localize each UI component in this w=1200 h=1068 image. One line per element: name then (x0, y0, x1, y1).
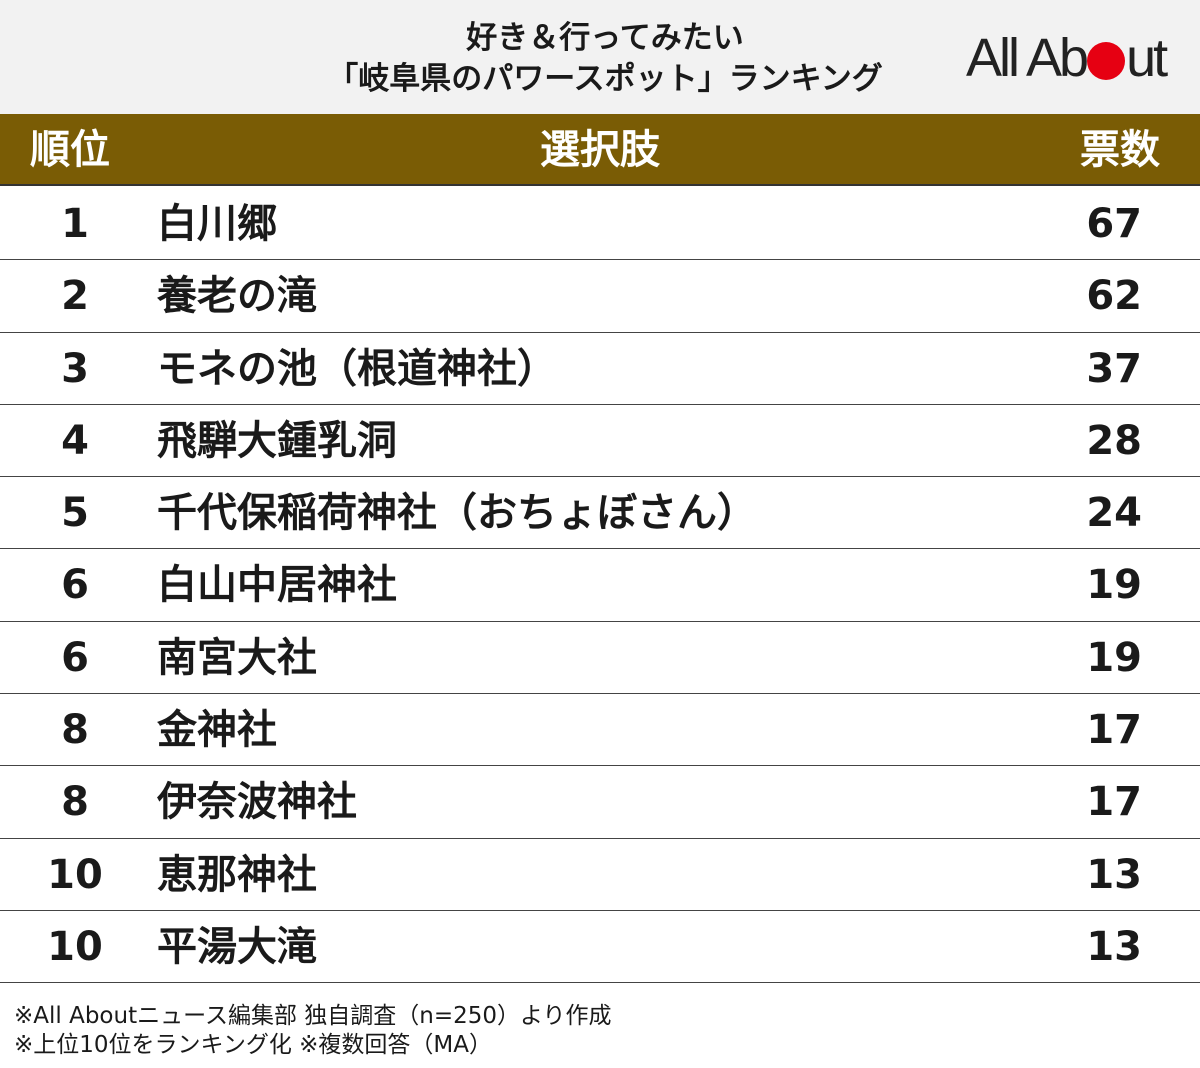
rank-cell: 8 (61, 707, 89, 754)
logo-text-end: ut (1126, 28, 1168, 88)
votes-cell: 62 (1086, 273, 1142, 320)
rank-cell: 6 (61, 562, 89, 609)
rank-cell: 1 (61, 201, 89, 247)
votes-cell: 19 (1086, 562, 1142, 609)
table-row: 6 南宮大社 19 (0, 622, 1200, 695)
table-header: 順位 選択肢 票数 (0, 114, 1200, 186)
votes-cell: 67 (1086, 201, 1142, 247)
rank-cell: 8 (61, 779, 89, 826)
name-cell: 平湯大滝 (157, 923, 317, 970)
votes-cell: 19 (1086, 634, 1142, 681)
rank-cell: 2 (61, 273, 89, 320)
name-cell: 南宮大社 (157, 634, 317, 681)
table-row: 8 伊奈波神社 17 (0, 766, 1200, 839)
table-row: 10 恵那神社 13 (0, 839, 1200, 911)
header-area: 好き＆行ってみたい 「岐阜県のパワースポット」ランキング All Ab ut (0, 0, 1200, 114)
votes-cell: 13 (1086, 851, 1142, 898)
allabout-logo: All Ab ut (966, 28, 1168, 88)
rank-cell: 5 (61, 490, 89, 537)
footnotes: ※All Aboutニュース編集部 独自調査（n=250）より作成 ※上位10位… (14, 1002, 612, 1060)
votes-cell: 28 (1086, 417, 1142, 464)
name-cell: 千代保稲荷神社（おちょぼさん） (157, 490, 757, 537)
name-cell: 恵那神社 (157, 851, 317, 898)
votes-cell: 37 (1086, 345, 1142, 392)
table-row: 6 白山中居神社 19 (0, 549, 1200, 622)
ranking-table: 1 白川郷 67 2 養老の滝 62 3 モネの池（根道神社） 37 4 飛騨大… (0, 188, 1200, 984)
votes-cell: 17 (1086, 779, 1142, 826)
logo-text-start: All Ab (966, 28, 1089, 88)
name-cell: 白山中居神社 (157, 562, 397, 609)
table-row: 2 養老の滝 62 (0, 260, 1200, 333)
votes-cell: 17 (1086, 707, 1142, 754)
header-rank: 順位 (30, 127, 110, 173)
logo-dot (1087, 42, 1126, 80)
votes-cell: 24 (1086, 490, 1142, 537)
rank-cell: 6 (61, 634, 89, 681)
name-cell: 飛騨大鍾乳洞 (157, 417, 397, 464)
name-cell: モネの池（根道神社） (157, 345, 557, 392)
name-cell: 金神社 (157, 707, 277, 754)
rank-cell: 10 (47, 923, 103, 970)
table-row: 1 白川郷 67 (0, 188, 1200, 261)
footnote-method: ※上位10位をランキング化 ※複数回答（MA） (14, 1032, 493, 1058)
header-name: 選択肢 (540, 127, 660, 173)
table-row: 5 千代保稲荷神社（おちょぼさん） 24 (0, 477, 1200, 550)
rank-cell: 4 (61, 417, 89, 464)
rank-cell: 10 (47, 851, 103, 898)
name-cell: 養老の滝 (157, 273, 317, 320)
name-cell: 白川郷 (157, 201, 277, 247)
table-row: 10 平湯大滝 13 (0, 911, 1200, 984)
footnote-source: ※All Aboutニュース編集部 独自調査（n=250）より作成 (14, 1003, 612, 1029)
table-row: 8 金神社 17 (0, 694, 1200, 767)
title-line-1: 好き＆行ってみたい (466, 20, 744, 56)
name-cell: 伊奈波神社 (157, 779, 357, 826)
rank-cell: 3 (61, 345, 89, 392)
table-row: 3 モネの池（根道神社） 37 (0, 333, 1200, 405)
header-votes: 票数 (1080, 127, 1160, 173)
votes-cell: 13 (1086, 923, 1142, 970)
chart-title: 好き＆行ってみたい 「岐阜県のパワースポット」ランキング (300, 18, 910, 100)
table-row: 4 飛騨大鍾乳洞 28 (0, 405, 1200, 478)
title-line-2: 「岐阜県のパワースポット」ランキング (327, 61, 883, 97)
